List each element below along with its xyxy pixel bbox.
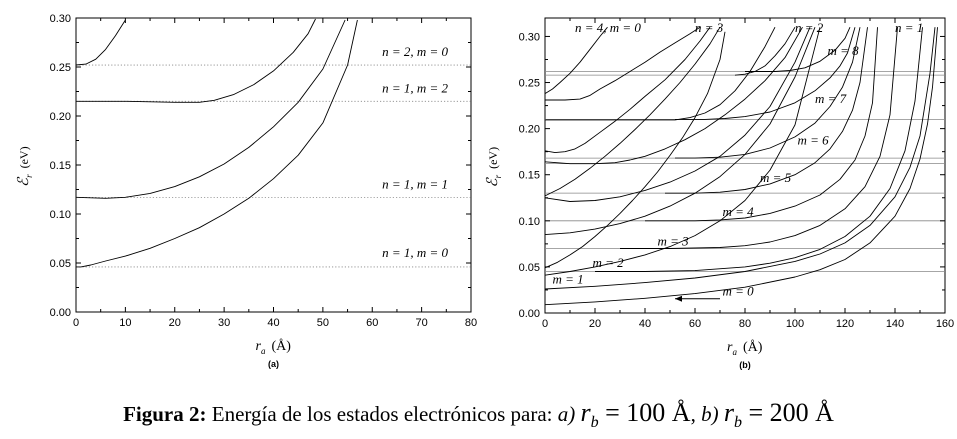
x-tick-label: 20 <box>589 318 601 330</box>
caption-text: Energía de los estados electrónicos para… <box>206 402 558 426</box>
series-line <box>544 27 938 306</box>
curve-annotation: m = 1 <box>553 272 584 287</box>
x-tick-label: 20 <box>169 317 181 329</box>
curve-annotation: n = 3 <box>695 20 724 35</box>
y-tick-label: 0.25 <box>50 62 71 74</box>
panel-b: 0 20 40 60 80 100 120 140 160 0.00 0.05 0.10 0.15 0.2… <box>485 17 954 370</box>
y-tick-label: 0.15 <box>519 170 540 182</box>
panel-label: (b) <box>739 360 751 370</box>
series-line <box>620 27 898 249</box>
x-tick-label: 80 <box>739 318 751 330</box>
x-tick-label: 0 <box>73 317 79 329</box>
curve-annotation: n = 1, m = 2 <box>382 80 448 95</box>
y-tick-label: 0.10 <box>50 209 71 221</box>
y-tick-label: 0.05 <box>50 258 71 270</box>
series-line <box>544 26 721 197</box>
y-tick-label: 0.30 <box>50 13 71 25</box>
series-line <box>544 27 936 290</box>
series-line <box>544 26 608 94</box>
reference-lines <box>545 71 945 272</box>
x-tick-label: 10 <box>119 317 131 329</box>
y-axis-label: ℰr(eV) <box>485 147 503 188</box>
series-line <box>645 27 878 222</box>
x-tick-label: 140 <box>886 318 904 330</box>
x-axis-label: ra (Å) <box>727 339 763 357</box>
caption-item-a: a) <box>557 402 576 426</box>
y-tick-label: 0.05 <box>519 262 540 274</box>
y-tick-label: 0.10 <box>519 216 540 228</box>
caption-expr-b: rb = 200 Å <box>723 398 834 432</box>
caption-sep: , <box>690 402 702 426</box>
curve-annotation: m = 7 <box>815 91 847 106</box>
caption-expr-a: rb = 100 Å <box>580 398 691 432</box>
curve-annotation: m = 3 <box>658 234 690 249</box>
series-line <box>745 27 851 72</box>
curve-annotation: n = 4, m = 0 <box>575 20 641 35</box>
curve-annotation: m = 4 <box>723 204 755 219</box>
y-tick-label: 0.00 <box>519 308 540 320</box>
caption-label: Figura 2: <box>123 402 207 426</box>
series-line <box>544 26 803 165</box>
series-line <box>675 27 856 120</box>
curve-annotation: n = 2 <box>795 20 824 35</box>
x-axis-label: ra (Å) <box>256 338 292 356</box>
y-tick-label: 0.25 <box>519 78 540 90</box>
x-tick-label: 60 <box>689 318 701 330</box>
series-line <box>675 27 861 159</box>
x-tick-label: 100 <box>786 318 804 330</box>
series-line <box>595 27 923 272</box>
panel-label: (a) <box>268 359 279 369</box>
annotation-arrow-head <box>675 295 682 302</box>
series-line <box>76 18 316 103</box>
curve-annotation: n = 1, m = 1 <box>382 177 448 192</box>
y-tick-label: 0.00 <box>50 307 71 319</box>
curve-annotation: m = 5 <box>760 170 792 185</box>
figure: 0 10 20 30 40 50 60 70 80 0.00 0.05 0.10 0.15 0.20 0.2… <box>16 13 954 370</box>
series-line <box>734 26 796 76</box>
series-line <box>544 27 816 236</box>
y-tick-label: 0.15 <box>50 160 71 172</box>
x-tick-label: 40 <box>267 317 279 329</box>
x-tick-label: 50 <box>317 317 329 329</box>
series-group <box>544 26 938 306</box>
y-tick-label: 0.30 <box>519 31 540 43</box>
curve-annotation: m = 0 <box>723 283 755 298</box>
series-line <box>544 26 711 154</box>
x-tick-label: 160 <box>936 318 954 330</box>
x-tick-label: 80 <box>465 317 477 329</box>
series-group <box>75 18 358 268</box>
panel-a: 0 10 20 30 40 50 60 70 80 0.00 0.05 0.10 0.15 0.20 0.2… <box>16 13 477 369</box>
curve-annotation: m = 8 <box>828 43 860 58</box>
series-line <box>545 26 776 121</box>
x-tick-label: 60 <box>366 317 378 329</box>
x-tick-label: 70 <box>416 317 428 329</box>
x-tick-label: 120 <box>836 318 854 330</box>
x-tick-label: 30 <box>218 317 230 329</box>
curve-annotation: n = 1, m = 0 <box>382 245 448 260</box>
series-line <box>545 26 701 101</box>
series-line <box>76 19 358 268</box>
curve-annotation: n = 2, m = 0 <box>382 44 448 59</box>
x-tick-label: 40 <box>639 318 651 330</box>
curve-annotation: m = 2 <box>593 255 625 270</box>
curve-annotation: m = 6 <box>798 132 830 147</box>
series-line <box>75 19 346 199</box>
figure-caption: Figura 2: Energía de los estados electró… <box>0 398 957 432</box>
x-tick-label: 0 <box>542 318 548 330</box>
y-tick-label: 0.20 <box>50 111 71 123</box>
plot-frame <box>75 17 472 313</box>
series-line <box>665 27 868 194</box>
series-line <box>544 27 821 276</box>
curve-annotation: n = 1 <box>895 20 923 35</box>
series-line <box>544 27 811 202</box>
y-axis-label: ℰr(eV) <box>16 146 34 187</box>
caption-item-b: b) <box>701 402 719 426</box>
series-line <box>544 31 726 269</box>
series-line <box>75 19 126 66</box>
y-tick-label: 0.20 <box>519 124 540 136</box>
